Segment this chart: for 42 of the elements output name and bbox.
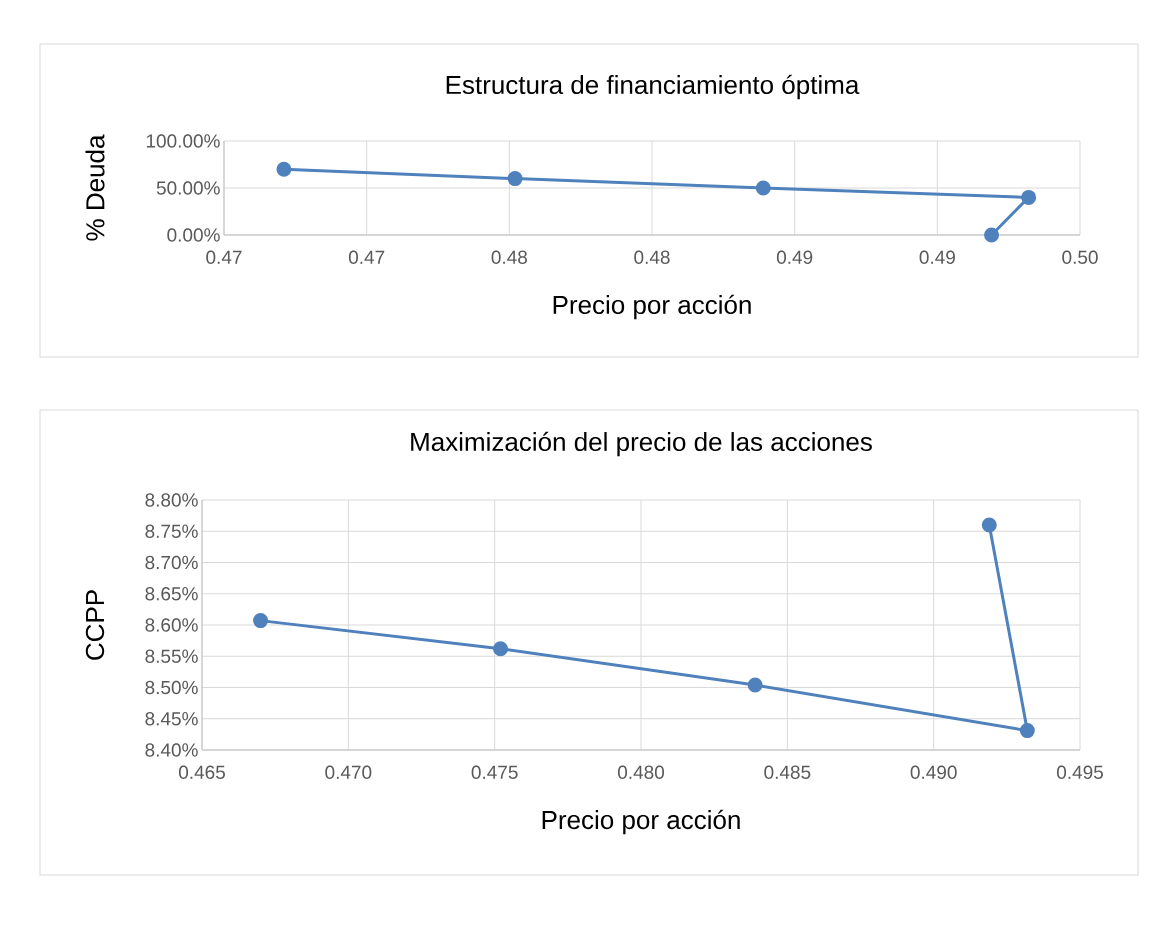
point	[1019, 723, 1035, 739]
x-tick-label: 0.480	[617, 765, 665, 779]
x-axis-title: Precio por acción	[542, 809, 740, 835]
y-tick-label: 8.50%	[145, 680, 198, 695]
y-axis-title: % Deuda	[85, 134, 105, 241]
y-tick-label: 8.70%	[145, 555, 198, 570]
point	[984, 227, 1000, 243]
x-tick-label: 0.485	[764, 765, 811, 779]
y-tick-label: 8.55%	[145, 649, 198, 663]
chart-title: Estructura de financiamiento óptima	[446, 74, 860, 100]
x-tick-label: 0.48	[634, 250, 670, 264]
point	[755, 180, 771, 196]
point	[276, 161, 292, 177]
y-axis-title: CCPP	[85, 590, 105, 660]
y-tick-label: 8.60%	[145, 618, 198, 632]
y-tick-label: 50.00%	[156, 181, 220, 195]
chart-title: Maximización del precio de las acciones	[411, 431, 872, 457]
y-tick-label: 8.45%	[145, 712, 198, 726]
x-tick-label: 0.490	[910, 765, 957, 779]
x-tick-label: 0.49	[776, 250, 813, 264]
x-tick-label: 0.470	[325, 765, 372, 779]
x-tick-label: 0.47	[348, 250, 385, 264]
x-tick-label: 0.475	[471, 765, 518, 779]
x-tick-label: 0.465	[178, 765, 225, 779]
x-tick-label: 0.50	[1062, 250, 1098, 264]
x-tick-label: 0.48	[491, 250, 527, 264]
x-tick-label: 0.47	[206, 250, 242, 264]
y-tick-label: 8.65%	[145, 587, 198, 601]
point	[507, 171, 523, 187]
point	[747, 677, 763, 693]
y-tick-label: 100.00%	[146, 134, 220, 148]
x-tick-label: 0.495	[1056, 765, 1103, 779]
y-tick-label: 8.40%	[145, 743, 198, 757]
y-tick-label: 0.00%	[167, 228, 220, 242]
y-tick-label: 8.80%	[145, 493, 198, 507]
x-axis-title: Precio por acción	[553, 294, 751, 320]
point	[1021, 189, 1037, 205]
point	[981, 517, 997, 533]
point	[493, 641, 509, 657]
point	[253, 613, 269, 629]
x-tick-label: 0.49	[919, 250, 955, 264]
y-tick-label: 8.75%	[145, 524, 198, 538]
